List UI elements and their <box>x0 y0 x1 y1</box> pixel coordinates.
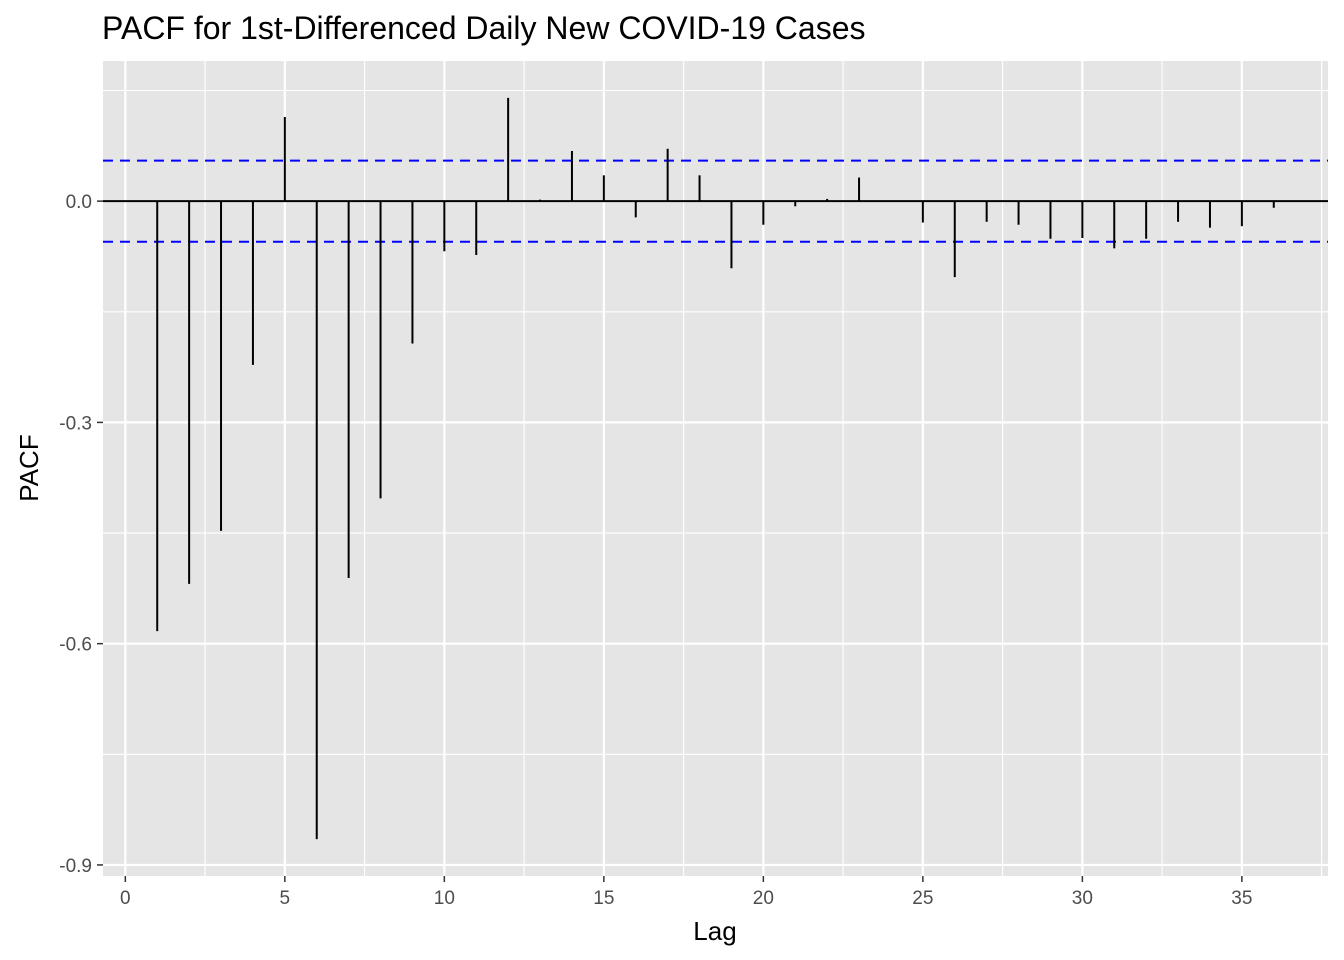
y-tick-label: 0.0 <box>66 192 92 213</box>
minor-gridlines <box>103 61 1328 876</box>
major-gridlines <box>103 61 1328 876</box>
x-tick-label: 20 <box>753 888 774 909</box>
pacf-bars <box>156 97 1275 840</box>
y-tick-label: -0.9 <box>59 856 92 877</box>
x-tick-label: 35 <box>1231 888 1252 909</box>
x-tick-label: 30 <box>1072 888 1093 909</box>
y-tick-label: -0.3 <box>59 413 92 434</box>
x-tick-label: 15 <box>593 888 614 909</box>
plot-panel <box>103 61 1328 876</box>
x-axis-ticks: 0 5 10 15 20 25 30 35 <box>120 876 1252 909</box>
x-tick-label: 5 <box>280 888 291 909</box>
y-axis-title: PACF <box>14 434 44 501</box>
confidence-bounds <box>103 159 1328 243</box>
y-tick-label: -0.6 <box>59 635 92 656</box>
x-tick-label: 25 <box>912 888 933 909</box>
x-axis-title: Lag <box>693 916 736 946</box>
x-tick-label: 10 <box>434 888 455 909</box>
y-axis-ticks: -0.9 -0.6 -0.3 0.0 <box>59 192 103 877</box>
x-tick-label: 0 <box>120 888 131 909</box>
chart-title: PACF for 1st-Differenced Daily New COVID… <box>102 10 866 46</box>
